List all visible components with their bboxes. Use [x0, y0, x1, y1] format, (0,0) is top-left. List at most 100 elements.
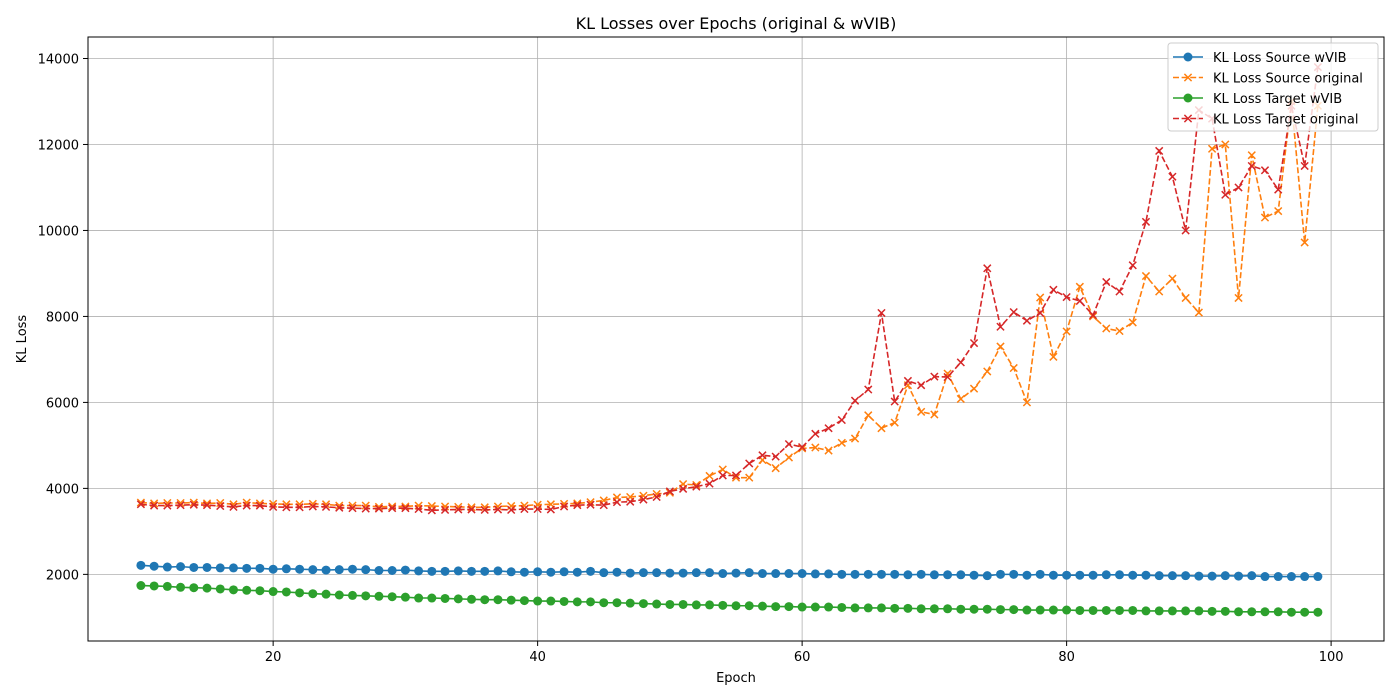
legend-label: KL Loss Source wVIB: [1213, 51, 1347, 66]
data-point: [837, 438, 846, 447]
data-point: [586, 500, 595, 509]
data-point: [1009, 605, 1019, 615]
data-point: [943, 604, 953, 614]
data-point: [1062, 570, 1072, 580]
data-point: [162, 581, 172, 591]
data-point: [1247, 151, 1256, 160]
data-point: [1194, 606, 1204, 616]
data-point: [308, 589, 318, 599]
series-kl-loss-target-wvib: [136, 581, 1323, 617]
data-point: [519, 596, 529, 606]
data-point: [1274, 185, 1283, 194]
data-point: [149, 581, 159, 591]
data-point: [281, 564, 291, 574]
data-point: [1075, 570, 1085, 580]
data-point: [1141, 217, 1151, 226]
y-tick-label: 2000: [46, 568, 79, 583]
data-point: [731, 601, 741, 611]
series-line: [140, 101, 1319, 509]
data-point: [308, 502, 317, 511]
data-point: [916, 569, 926, 579]
data-point: [744, 568, 754, 578]
data-point: [1260, 607, 1270, 617]
data-point: [163, 501, 172, 510]
data-point: [705, 471, 714, 481]
y-tick-label: 12000: [38, 138, 79, 153]
data-point: [1168, 274, 1177, 283]
data-point: [639, 495, 648, 504]
data-point: [850, 396, 860, 405]
data-point: [136, 500, 146, 509]
data-point: [599, 501, 608, 510]
data-point: [308, 565, 318, 575]
data-point: [864, 385, 873, 394]
data-point: [691, 568, 701, 578]
data-point: [983, 264, 992, 273]
data-point: [546, 505, 555, 514]
data-point: [837, 569, 847, 579]
data-point: [876, 569, 886, 579]
data-point: [136, 560, 146, 570]
data-point: [612, 567, 622, 577]
data-point: [837, 415, 846, 425]
data-point: [255, 586, 265, 596]
data-point: [546, 567, 556, 577]
data-point: [1048, 605, 1058, 615]
legend-item: KL Loss Source wVIB: [1173, 51, 1347, 66]
data-point: [744, 601, 754, 611]
x-axis-label: Epoch: [716, 671, 756, 686]
data-point: [917, 381, 926, 390]
data-point: [242, 501, 251, 510]
data-point: [361, 504, 370, 513]
series-kl-loss-source-original: [136, 97, 1323, 512]
data-point: [810, 602, 820, 612]
data-point: [520, 501, 529, 510]
data-point: [480, 566, 490, 576]
data-point: [691, 600, 701, 610]
data-point: [758, 451, 767, 460]
data-point: [149, 501, 159, 510]
data-point: [202, 501, 212, 510]
data-point: [321, 589, 331, 599]
data-point: [1128, 570, 1138, 580]
data-point: [533, 596, 543, 606]
data-point: [982, 571, 992, 581]
data-point: [1128, 318, 1137, 327]
data-point: [1168, 172, 1177, 181]
data-point: [1273, 607, 1283, 617]
data-point: [1207, 571, 1217, 581]
data-point: [440, 566, 450, 576]
data-point: [1088, 570, 1098, 580]
data-point: [242, 585, 252, 595]
data-point: [665, 487, 675, 496]
data-point: [136, 581, 146, 591]
data-point: [1141, 606, 1151, 616]
data-point: [533, 567, 543, 577]
series-line: [140, 584, 1318, 613]
data-point: [573, 501, 582, 510]
data-point: [1194, 308, 1203, 317]
data-point: [387, 592, 397, 602]
data-point: [850, 569, 860, 579]
data-point: [1167, 606, 1177, 616]
data-point: [929, 570, 939, 580]
data-point: [440, 502, 450, 511]
data-point: [956, 394, 965, 404]
data-point: [1247, 607, 1257, 617]
data-point: [1167, 571, 1177, 581]
data-point: [943, 369, 952, 378]
data-point: [1286, 572, 1296, 582]
data-point: [388, 504, 397, 513]
data-point: [1115, 570, 1125, 580]
data-point: [1102, 277, 1111, 287]
data-point: [215, 584, 225, 594]
data-point: [1009, 569, 1019, 579]
data-point: [718, 569, 728, 579]
data-point: [321, 502, 331, 512]
data-point: [678, 484, 688, 493]
data-point: [757, 569, 767, 579]
data-point: [242, 563, 252, 573]
y-axis-label: KL Loss: [15, 315, 30, 364]
legend-marker: [1183, 114, 1193, 123]
data-point: [1048, 570, 1058, 580]
